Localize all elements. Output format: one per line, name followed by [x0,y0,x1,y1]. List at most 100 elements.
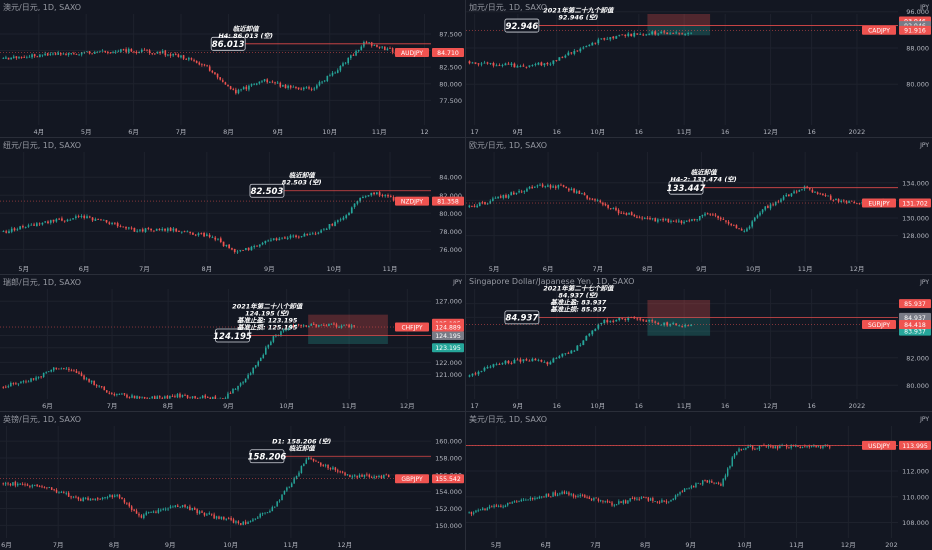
candle [298,470,300,478]
chart-panel-nzdjpy[interactable]: 84.000 82.000 80.000 78.000 76.000 NZDJPY 81.3… [0,138,465,274]
candle [252,367,254,375]
candle [131,393,133,399]
candle [558,57,561,61]
candle [657,218,659,224]
candle [529,496,532,502]
candle [613,503,615,508]
candle [111,221,113,226]
time-tick: 8月 [109,541,120,549]
candle [185,57,188,60]
candle [104,496,106,500]
candle [350,206,353,214]
candle [203,231,205,238]
candle [609,500,611,503]
candle [63,220,66,223]
svg-text:133.447: 133.447 [667,184,706,194]
candle [74,214,77,220]
panel-title: 加元/日元, 1D, SAXO [469,3,548,12]
candle [513,62,516,68]
chart-panel-usdjpy[interactable]: 112.000 110.000 108.000 JPY USDJPY 113.995 5月 6… [466,412,932,550]
panel-divider[interactable] [465,0,466,550]
candle [107,51,109,55]
chart-panel-gbpjpy[interactable]: 160.000158.000156.000154.000152.000150.0… [0,412,465,550]
svg-text:91.916: 91.916 [904,28,926,35]
price-tick: 82.500 [439,64,462,72]
candle [10,226,13,234]
panel-divider[interactable] [0,411,932,412]
candle [697,482,699,484]
candle [730,223,733,227]
candle [328,323,330,327]
candle [242,250,244,251]
candle [799,445,801,449]
candle [654,320,657,324]
candle [86,214,88,219]
chart-panel-chfjpy[interactable]: 127.000 124.195 123.195 122.000 121.000 JPY 12… [0,275,465,411]
candle [47,220,49,225]
candle [477,508,479,513]
candle [652,496,654,503]
svg-text:113.995: 113.995 [902,443,928,450]
candle [10,381,12,387]
candle [562,184,565,188]
candle [853,200,856,204]
time-tick: 10月 [327,265,342,273]
chart-panel-eurjpy[interactable]: 134.000132.000130.000128.000JPYEURJPY131… [466,138,932,274]
candle [387,474,390,478]
candle [582,340,585,346]
candle [579,493,581,498]
svg-text:USDJPY: USDJPY [868,443,890,450]
candle [166,394,169,400]
candle [476,203,478,208]
candle [221,78,224,83]
candle [5,229,8,234]
candle [198,61,201,66]
time-tick: 12月 [763,128,778,136]
candle [657,32,660,37]
candle [7,57,10,60]
candle [303,232,306,237]
time-tick: 17 [470,402,478,410]
candle [174,52,177,56]
candle [666,32,669,35]
panel-divider[interactable] [0,274,932,275]
candle [764,206,767,212]
panel-divider[interactable] [0,137,932,138]
candle [541,182,544,188]
candle [32,378,35,381]
candle [259,357,262,362]
candle [128,396,131,399]
candle [837,198,840,204]
candle [125,226,127,230]
candle [359,197,362,203]
candle [286,236,289,240]
candle [174,505,177,508]
candle [392,195,395,202]
candle [269,81,271,83]
candle [378,190,381,198]
candle [636,317,639,321]
candle [164,228,166,232]
candle [295,323,297,328]
candle [475,509,477,513]
chart-panel-sgdjpy[interactable]: 85.93784.93783.93782.00080.000JPY85.9378… [466,275,932,411]
candle [123,393,126,396]
candle [639,317,642,322]
candle [669,31,672,35]
last-price-tag: NZDJPY 81.358 [395,196,464,206]
candle [649,497,652,501]
candle [36,484,38,487]
candle [822,193,824,196]
time-tick: 16 [635,128,643,136]
candle [347,57,350,65]
chart-panel-cadjpy[interactable]: 96.00088.00080.000JPY93.94692.94691.946C… [466,0,932,137]
candle [717,215,719,221]
candle [150,511,152,513]
candle [577,494,579,498]
time-tick: 11月 [383,265,398,273]
candle [65,366,68,370]
candle [679,491,681,496]
chart-panel-audjpy[interactable]: 77.50080.00082.50085.00087.500AUDJPY84.7… [0,0,465,137]
candle [630,33,633,37]
candle [42,372,45,378]
